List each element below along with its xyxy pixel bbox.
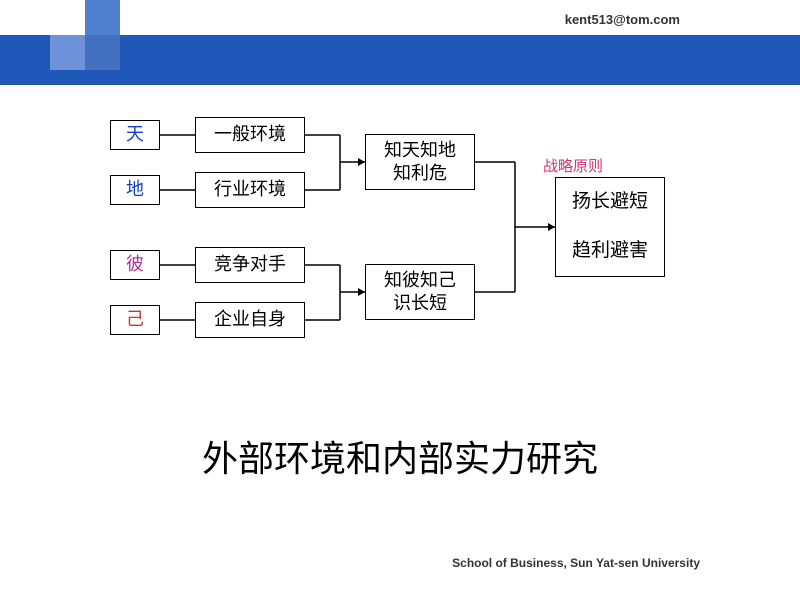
page-title: 外部环境和内部实力研究: [0, 430, 800, 482]
node-bi: 彼: [110, 250, 160, 280]
node-general-env: 一般环境: [195, 117, 305, 153]
footer-text: School of Business, Sun Yat-sen Universi…: [452, 556, 700, 570]
header-deco-square: [50, 35, 85, 70]
header-bar: [0, 35, 800, 85]
diagram-container: 天 地 彼 己 一般环境 行业环境 竞争对手 企业自身 知天知地 知利危 知彼知…: [40, 100, 760, 380]
node-ji: 己: [110, 305, 160, 335]
node-strategy-principle: 扬长避短 趋利避害: [555, 177, 665, 277]
node-self: 企业自身: [195, 302, 305, 338]
node-industry-env: 行业环境: [195, 172, 305, 208]
header-email: kent513@tom.com: [565, 12, 680, 27]
node-know-sky-earth: 知天知地 知利危: [365, 134, 475, 190]
node-know-self-other: 知彼知己 识长短: [365, 264, 475, 320]
node-di: 地: [110, 175, 160, 205]
annotation-strategy: 战略原则: [543, 155, 603, 176]
node-competitor: 竞争对手: [195, 247, 305, 283]
node-tian: 天: [110, 120, 160, 150]
header-deco-square: [85, 35, 120, 70]
header-deco-square: [85, 0, 120, 35]
